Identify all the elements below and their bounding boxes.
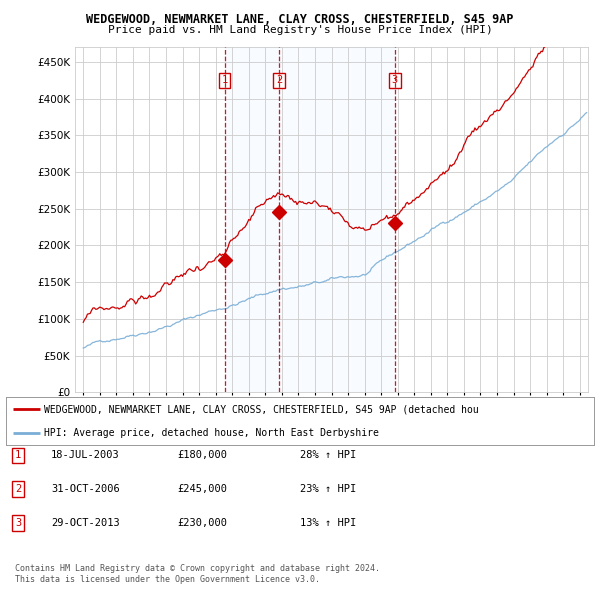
Text: WEDGEWOOD, NEWMARKET LANE, CLAY CROSS, CHESTERFIELD, S45 9AP: WEDGEWOOD, NEWMARKET LANE, CLAY CROSS, C… (86, 13, 514, 26)
Text: Contains HM Land Registry data © Crown copyright and database right 2024.: Contains HM Land Registry data © Crown c… (15, 565, 380, 573)
Text: WEDGEWOOD, NEWMARKET LANE, CLAY CROSS, CHESTERFIELD, S45 9AP (detached hou: WEDGEWOOD, NEWMARKET LANE, CLAY CROSS, C… (44, 404, 479, 414)
Text: 1: 1 (15, 451, 21, 460)
Text: £230,000: £230,000 (177, 518, 227, 527)
Text: 2: 2 (15, 484, 21, 494)
Text: 29-OCT-2013: 29-OCT-2013 (51, 518, 120, 527)
Text: Price paid vs. HM Land Registry's House Price Index (HPI): Price paid vs. HM Land Registry's House … (107, 25, 493, 35)
Text: 3: 3 (392, 76, 398, 85)
Text: £180,000: £180,000 (177, 451, 227, 460)
Text: 3: 3 (15, 518, 21, 527)
Text: 1: 1 (221, 76, 228, 85)
Text: This data is licensed under the Open Government Licence v3.0.: This data is licensed under the Open Gov… (15, 575, 320, 584)
Text: 13% ↑ HPI: 13% ↑ HPI (300, 518, 356, 527)
Text: 2: 2 (276, 76, 282, 85)
Text: £245,000: £245,000 (177, 484, 227, 494)
Text: HPI: Average price, detached house, North East Derbyshire: HPI: Average price, detached house, Nort… (44, 428, 379, 438)
Text: 23% ↑ HPI: 23% ↑ HPI (300, 484, 356, 494)
Text: 31-OCT-2006: 31-OCT-2006 (51, 484, 120, 494)
Text: 18-JUL-2003: 18-JUL-2003 (51, 451, 120, 460)
Bar (224, 47, 395, 392)
Text: 28% ↑ HPI: 28% ↑ HPI (300, 451, 356, 460)
